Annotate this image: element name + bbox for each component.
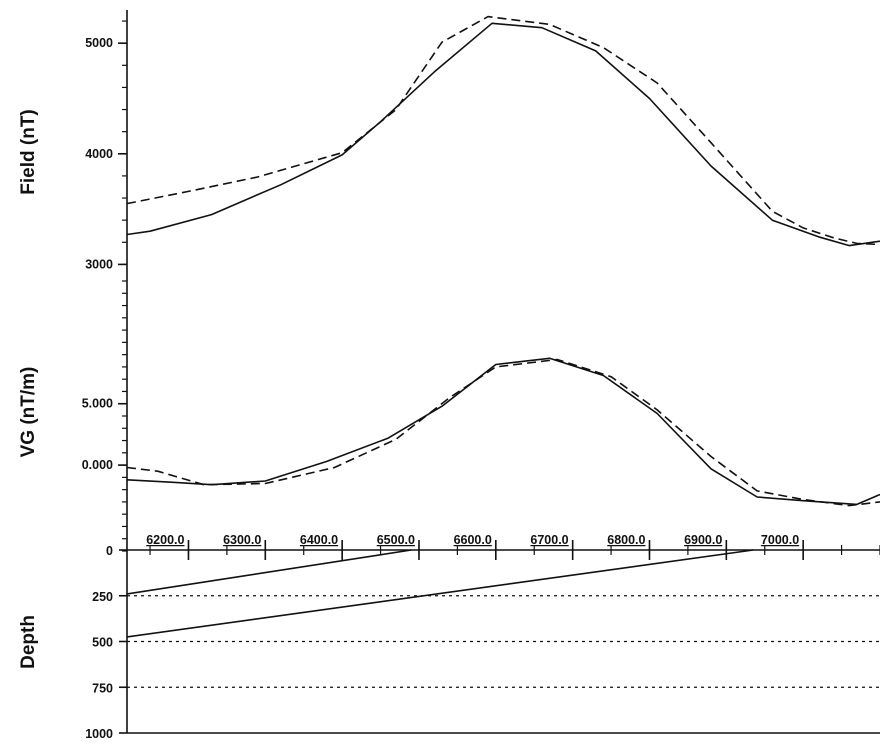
x-tick-label: 6400.0 xyxy=(300,533,338,547)
vg-dashed-line xyxy=(126,358,880,507)
x-tick-label: 6600.0 xyxy=(454,533,492,547)
x-tick-label: 6900.0 xyxy=(684,533,722,547)
field-tick-label: 5000 xyxy=(85,36,113,50)
field-dashed-line xyxy=(126,15,880,246)
depth-tick-label: 250 xyxy=(92,590,113,604)
vg-panel: VG (nT/m) 0.000 5.000 6200.0 6300.0 6400.0 65… xyxy=(18,280,880,560)
x-tick-label: 6500.0 xyxy=(377,533,415,547)
depth-panel: Depth 0 250 500 750 1000 xyxy=(18,544,880,741)
dyke-body-line xyxy=(126,549,754,638)
field-panel: Field (nT) 3000 4000 5000 xyxy=(18,10,880,281)
x-tick-label: 7000.0 xyxy=(761,533,799,547)
x-tick-label: 6200.0 xyxy=(146,533,184,547)
field-y-axis-label: Field (nT) xyxy=(18,109,39,194)
depth-tick-label: 1000 xyxy=(85,727,113,741)
dyke-body-line xyxy=(126,549,412,595)
field-tick-label: 3000 xyxy=(85,257,113,271)
field-solid-line xyxy=(126,22,880,247)
depth-tick-label: 0 xyxy=(106,544,113,558)
vg-y-axis-label: VG (nT/m) xyxy=(18,367,39,458)
depth-y-axis-label: Depth xyxy=(18,615,39,669)
x-tick-label: 6700.0 xyxy=(530,533,568,547)
x-tick-label: 6300.0 xyxy=(223,533,261,547)
field-tick-label: 4000 xyxy=(85,147,113,161)
vg-solid-line xyxy=(126,357,880,506)
depth-tick-label: 500 xyxy=(92,636,113,650)
depth-tick-label: 750 xyxy=(92,681,113,695)
vg-tick-label: 0.000 xyxy=(82,458,113,472)
vg-tick-label: 5.000 xyxy=(82,397,113,411)
x-tick-label: 6800.0 xyxy=(607,533,645,547)
